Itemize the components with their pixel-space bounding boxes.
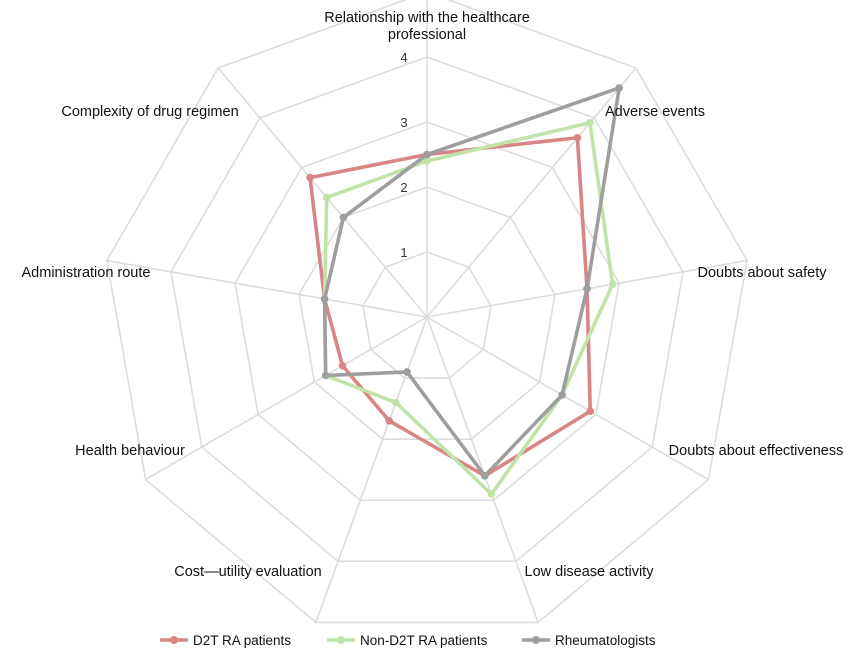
- data-point: [615, 84, 623, 92]
- data-point: [339, 213, 348, 222]
- grid-spoke: [426, 67, 637, 318]
- axis-label: Complexity of drug regimen: [61, 104, 238, 120]
- series-3: [320, 84, 623, 480]
- legend-swatch-marker: [532, 636, 540, 644]
- data-point: [320, 295, 329, 303]
- legend-item: D2T RA patients: [160, 633, 291, 648]
- axis-label: Cost—utility evaluation: [174, 564, 322, 580]
- axis-label: Doubts about effectiveness: [669, 443, 844, 459]
- data-point: [423, 157, 431, 165]
- data-point: [385, 417, 394, 425]
- legend-label: Rheumatologists: [555, 633, 656, 648]
- tick-label: 3: [400, 115, 407, 130]
- axis-label-line: Administration route: [22, 265, 151, 281]
- grid-spoke: [217, 67, 428, 318]
- data-point: [487, 490, 496, 498]
- tick-label: 4: [400, 50, 407, 65]
- axis-label-line: Health behaviour: [75, 443, 185, 459]
- data-point: [423, 150, 431, 159]
- axis-label-line: Low disease activity: [525, 564, 655, 580]
- axis-label-line: professional: [388, 27, 466, 43]
- series-2: [320, 119, 617, 498]
- legend-swatch-marker: [170, 636, 178, 644]
- series-line: [308, 135, 593, 478]
- tick-label: 2: [400, 180, 407, 195]
- axis-label: Adverse events: [605, 104, 705, 120]
- axis-label-line: Relationship with the healthcare: [324, 10, 530, 26]
- tick-label: 1: [400, 245, 407, 260]
- series-line: [322, 86, 621, 478]
- axis-label-line: Doubts about safety: [698, 265, 828, 281]
- legend-swatch-marker: [337, 636, 345, 644]
- data-point: [338, 361, 347, 370]
- axis-label: Administration route: [22, 265, 151, 281]
- legend-item: Rheumatologists: [522, 633, 656, 648]
- data-point: [392, 398, 400, 407]
- data-point: [583, 284, 591, 293]
- series-layer: [306, 84, 623, 498]
- grid-ring: [234, 121, 620, 502]
- axis-labels: Relationship with the healthcare professi…: [22, 10, 844, 580]
- grid-spoke: [315, 316, 428, 623]
- legend-label: Non-D2T RA patients: [360, 633, 488, 648]
- legend-item: Non-D2T RA patients: [327, 633, 488, 648]
- grid-spoke: [426, 316, 539, 623]
- grid-ring: [362, 251, 492, 379]
- tick-labels: 12345: [400, 50, 407, 260]
- data-point: [586, 119, 594, 127]
- legend-label: D2T RA patients: [193, 633, 291, 648]
- axis-label: Low disease activity: [525, 564, 655, 580]
- axis-label-line: Cost—utility evaluation: [174, 564, 322, 580]
- axis-label-line: Complexity of drug regimen: [61, 104, 238, 120]
- grid-spoke: [106, 259, 428, 318]
- data-point: [573, 133, 582, 142]
- axis-label: Doubts about safety: [698, 265, 828, 281]
- data-point: [306, 173, 314, 182]
- data-point: [403, 368, 411, 376]
- data-point: [558, 391, 566, 399]
- legend: D2T RA patients Non-D2T RA patients Rheuma…: [160, 633, 656, 648]
- data-point: [322, 193, 331, 202]
- axis-label: Relationship with the healthcare professi…: [324, 10, 530, 43]
- data-point: [586, 407, 595, 416]
- grid-ring: [170, 56, 684, 563]
- grid: [106, 0, 748, 624]
- grid-spoke: [426, 316, 709, 481]
- data-point: [321, 371, 330, 380]
- grid-spoke: [145, 316, 428, 481]
- axis-label: Health behaviour: [75, 443, 185, 459]
- grid-ring: [106, 0, 748, 624]
- axis-label-line: Adverse events: [605, 104, 705, 120]
- axis-label-line: Doubts about effectiveness: [669, 443, 844, 459]
- data-point: [608, 280, 617, 289]
- data-point: [481, 472, 489, 480]
